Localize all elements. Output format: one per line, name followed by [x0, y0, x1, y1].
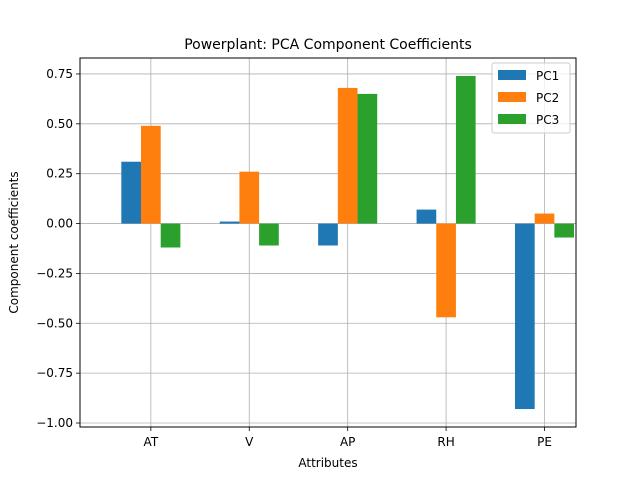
bar-pc2-at	[141, 125, 161, 224]
y-axis: 0.75 0.50 0.25 0.00 −0.25 −0.50 −0.75 −1.00	[36, 67, 80, 430]
legend-label-pc3: PC3	[536, 113, 559, 127]
legend-label-pc1: PC1	[536, 69, 559, 83]
x-tick-label-pe: PE	[537, 435, 552, 449]
y-tick-label: 0.25	[46, 167, 73, 181]
x-tick-label-at: AT	[144, 435, 159, 449]
x-axis-label: Attributes	[298, 456, 357, 470]
bar-pc1-at	[121, 161, 142, 224]
bar-pc2-pe	[534, 213, 555, 224]
bar-pc2-ap	[337, 87, 358, 224]
y-tick-label: 0.75	[46, 67, 73, 81]
bar-pc3-v	[259, 223, 279, 246]
legend-swatch-pc1	[498, 70, 526, 80]
bar-pc2-v	[239, 171, 260, 224]
bar-pc1-v	[219, 221, 240, 224]
y-tick-label: 0.00	[46, 217, 73, 231]
legend-swatch-pc2	[498, 92, 526, 102]
x-axis: AT V AP RH PE	[144, 427, 552, 449]
bars	[121, 75, 575, 410]
plot-frame	[79, 57, 577, 428]
bar-pc1-ap	[318, 223, 338, 246]
bar-pc2-rh	[436, 223, 456, 318]
y-tick-label: −0.25	[36, 266, 73, 280]
x-tick-label-v: V	[245, 435, 254, 449]
bar-pc1-pe	[514, 223, 535, 410]
legend-label-pc2: PC2	[536, 91, 559, 105]
x-tick-label-rh: RH	[437, 435, 454, 449]
y-tick-label: −0.50	[36, 316, 73, 330]
bar-pc3-rh	[455, 75, 476, 224]
y-axis-label: Component coefficients	[7, 171, 21, 313]
legend: PC1 PC2 PC3	[491, 62, 571, 134]
x-tick-label-ap: AP	[340, 435, 355, 449]
bar-pc1-rh	[416, 209, 437, 224]
y-tick-label: −1.00	[36, 416, 73, 430]
bar-pc3-ap	[357, 93, 378, 224]
y-tick-label: −0.75	[36, 366, 73, 380]
y-tick-label: 0.50	[46, 117, 73, 131]
chart-title: Powerplant: PCA Component Coefficients	[184, 37, 472, 53]
legend-swatch-pc3	[498, 114, 526, 124]
bar-pc3-at	[160, 223, 181, 248]
bar-pc3-pe	[554, 223, 575, 238]
